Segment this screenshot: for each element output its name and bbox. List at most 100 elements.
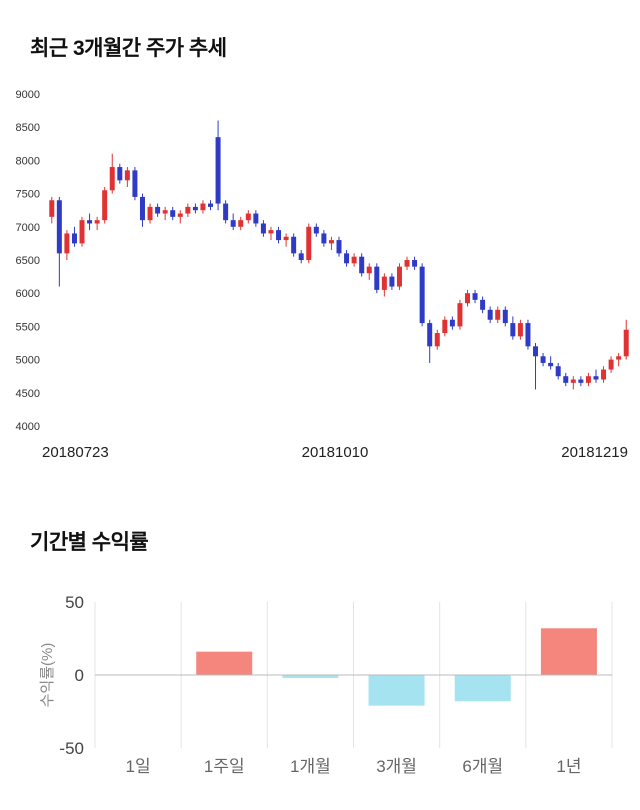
category-label-1일: 1일: [126, 757, 151, 776]
candle-53: [442, 316, 448, 337]
candle-77: [623, 319, 629, 360]
candle-54: [449, 316, 455, 330]
candle-2: [56, 196, 62, 287]
candle-26: [238, 216, 244, 231]
candle-41: [351, 253, 357, 267]
candle-body: [563, 376, 569, 383]
candle-8: [102, 186, 108, 224]
candle-75: [608, 356, 614, 373]
candle-69: [563, 372, 569, 387]
candle-57: [472, 289, 478, 304]
candle-body: [87, 220, 93, 224]
candle-50: [419, 263, 425, 327]
candle-67: [548, 356, 554, 370]
candle-70: [570, 376, 576, 390]
candle-1: [49, 196, 55, 224]
candle-body: [139, 196, 145, 221]
candle-body: [321, 233, 327, 244]
price-candlestick-chart: 9000 8500 8000 7500 7000 6500 6000 5500 5000 4500…: [16, 89, 629, 433]
candle-60: [495, 306, 501, 324]
candle-33: [291, 233, 297, 257]
candle-body: [117, 167, 123, 181]
x-label-mid: 20181010: [301, 444, 369, 461]
price-y-tick-6000: 6000: [16, 288, 40, 300]
bar-1개월: [282, 675, 339, 678]
returns-y-tick-50: 50: [65, 593, 84, 612]
candle-22: [208, 200, 214, 211]
candle-15: [155, 203, 161, 217]
candle-body: [79, 220, 85, 244]
candle-64: [525, 319, 531, 350]
candle-body: [102, 190, 108, 221]
candle-16: [162, 206, 168, 221]
candle-body: [442, 319, 448, 334]
candle-body: [223, 203, 229, 221]
candle-11: [124, 167, 130, 187]
price-y-tick-6500: 6500: [16, 255, 40, 267]
bar-1년: [540, 628, 597, 675]
candle-body: [472, 293, 478, 300]
candle-body: [374, 266, 380, 290]
candle-42: [359, 253, 365, 277]
candle-46: [389, 273, 395, 290]
candle-body: [170, 210, 176, 217]
candle-body: [457, 303, 463, 327]
candle-body: [185, 206, 191, 214]
candle-body: [359, 256, 365, 274]
candle-body: [253, 213, 259, 224]
price-y-tick-7500: 7500: [16, 189, 40, 201]
candle-68: [555, 362, 561, 380]
candle-body: [268, 230, 274, 234]
category-label-6개월: 6개월: [462, 757, 503, 776]
candle-61: [502, 306, 508, 327]
candle-body: [427, 323, 433, 347]
candle-71: [578, 376, 584, 387]
candle-37: [321, 230, 327, 247]
candle-body: [215, 137, 221, 204]
candle-9: [109, 153, 115, 194]
candle-body: [608, 359, 614, 370]
candle-body: [555, 366, 561, 377]
category-label-1년: 1년: [556, 757, 581, 776]
candle-body: [245, 213, 251, 221]
candle-56: [464, 289, 470, 307]
candle-body: [155, 206, 161, 214]
candle-body: [64, 233, 70, 254]
candle-body: [71, 233, 77, 244]
price-y-tick-7000: 7000: [16, 222, 40, 234]
candle-30: [268, 226, 274, 241]
candle-body: [162, 210, 168, 214]
candle-34: [298, 250, 304, 264]
candle-18: [177, 210, 183, 224]
returns-y-axis-label: 수익률(%): [39, 643, 56, 708]
candle-body: [525, 323, 531, 347]
candle-body: [449, 319, 455, 327]
candle-body: [396, 266, 402, 287]
bar-6개월: [454, 675, 511, 702]
bar-1주일: [196, 651, 253, 675]
price-y-tick-8500: 8500: [16, 122, 40, 134]
candle-3: [64, 230, 70, 260]
price-y-tick-5500: 5500: [16, 321, 40, 333]
candle-74: [601, 366, 607, 383]
candle-73: [593, 369, 599, 383]
candle-19: [185, 203, 191, 217]
candle-28: [253, 210, 259, 227]
candle-body: [533, 346, 539, 357]
candle-body: [480, 299, 486, 310]
candle-36: [313, 223, 319, 237]
price-y-tick-8000: 8000: [16, 155, 40, 167]
candle-13: [139, 193, 145, 227]
candle-63: [517, 319, 523, 340]
candle-17: [170, 206, 176, 221]
candle-5: [79, 216, 85, 247]
candle-body: [389, 276, 395, 287]
candle-23: [215, 120, 221, 211]
candle-38: [328, 236, 334, 251]
candle-body: [517, 323, 523, 337]
candle-body: [344, 253, 350, 264]
candle-body: [404, 260, 410, 267]
candle-76: [616, 352, 622, 367]
candle-body: [147, 206, 153, 221]
candle-4: [71, 226, 77, 247]
